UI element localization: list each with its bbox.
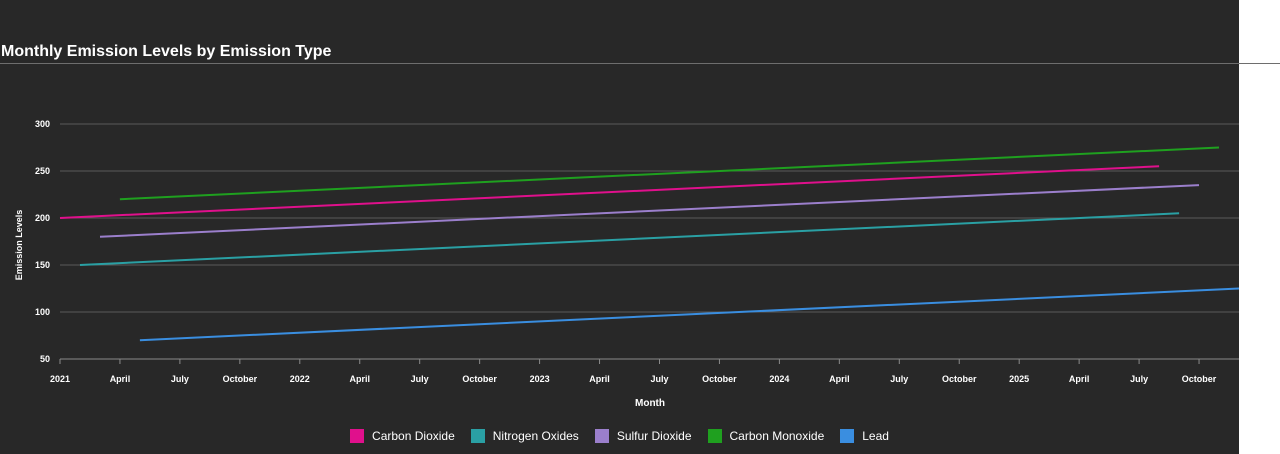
- legend-swatch: [840, 429, 855, 443]
- legend-label: Carbon Monoxide: [729, 429, 825, 443]
- x-axis-ticks: 2021 April July October 2022 April July October…: [50, 359, 1217, 384]
- x-tick-label: July: [650, 374, 668, 384]
- x-tick-label: 2023: [530, 374, 550, 384]
- series-line-nitrogen-oxides: [79, 212, 1180, 266]
- y-axis-ticks: 50 100 150 200 250 300: [35, 119, 50, 364]
- x-tick-label: April: [1069, 374, 1090, 384]
- series-lines: [59, 146, 1239, 342]
- x-tick-label: July: [1130, 374, 1148, 384]
- grid-lines: [60, 123, 1239, 360]
- x-tick-label: April: [829, 374, 850, 384]
- x-tick-label: July: [171, 374, 189, 384]
- y-tick-label: 150: [35, 260, 50, 270]
- title-divider: [0, 63, 1280, 64]
- series-line-sulfur-dioxide: [99, 184, 1200, 238]
- y-tick-label: 100: [35, 307, 50, 317]
- y-axis-label: Emission Levels: [14, 210, 24, 281]
- x-tick-label: October: [462, 374, 497, 384]
- x-axis-label: Month: [635, 398, 665, 409]
- y-tick-label: 50: [40, 354, 50, 364]
- series-line-carbon-monoxide: [119, 146, 1220, 201]
- legend-label: Nitrogen Oxides: [492, 429, 579, 443]
- x-tick-label: April: [110, 374, 131, 384]
- y-tick-label: 250: [35, 166, 50, 176]
- series-line-lead: [139, 287, 1239, 342]
- x-tick-label: April: [349, 374, 370, 384]
- legend-label: Lead: [862, 429, 889, 443]
- x-tick-label: April: [589, 374, 610, 384]
- legend-label: Carbon Dioxide: [372, 429, 455, 443]
- legend-swatch: [707, 429, 722, 443]
- legend-label: Sulfur Dioxide: [616, 429, 692, 443]
- x-tick-label: 2024: [769, 374, 789, 384]
- x-tick-label: 2025: [1009, 374, 1029, 384]
- x-tick-label: October: [1182, 374, 1217, 384]
- legend: Carbon Dioxide Nitrogen Oxides Sulfur Diox…: [0, 429, 1239, 443]
- x-tick-label: October: [223, 374, 258, 384]
- x-tick-label: October: [702, 374, 737, 384]
- legend-item-carbon-monoxide[interactable]: Carbon Monoxide: [707, 429, 825, 443]
- x-tick-label: July: [411, 374, 429, 384]
- legend-swatch: [594, 429, 609, 443]
- y-tick-label: 300: [35, 119, 50, 129]
- legend-swatch: [470, 429, 485, 443]
- x-tick-label: July: [890, 374, 908, 384]
- legend-item-nitrogen-oxides[interactable]: Nitrogen Oxides: [470, 429, 579, 443]
- y-tick-label: 200: [35, 213, 50, 223]
- legend-item-carbon-dioxide[interactable]: Carbon Dioxide: [350, 429, 455, 443]
- x-tick-label: 2021: [50, 374, 70, 384]
- legend-item-sulfur-dioxide[interactable]: Sulfur Dioxide: [594, 429, 692, 443]
- chart-title: Monthly Emission Levels by Emission Type: [1, 43, 332, 60]
- x-tick-label: 2022: [290, 374, 310, 384]
- series-line-carbon-dioxide: [59, 165, 1160, 219]
- legend-swatch: [350, 429, 365, 443]
- legend-item-lead[interactable]: Lead: [840, 429, 889, 443]
- x-tick-label: October: [942, 374, 977, 384]
- chart-panel: [0, 0, 1239, 454]
